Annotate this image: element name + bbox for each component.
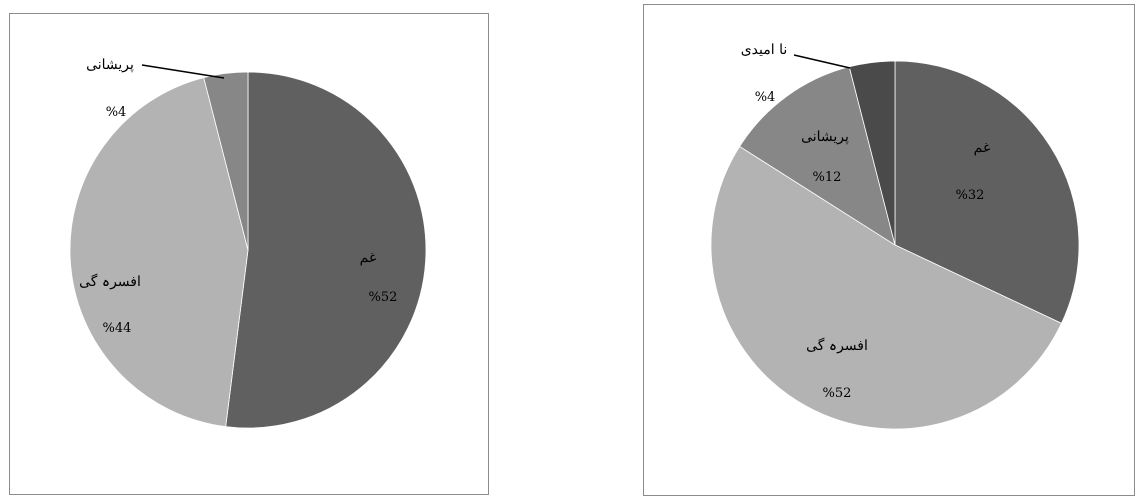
pie-slice-0-1 [69, 77, 249, 428]
slice-label-0-0: غم [360, 250, 377, 266]
slice-value-label-1-2: %12 [813, 170, 842, 185]
pie-chart-right-svg: غم %32 افسرہ گی %52 پریشانی %12 نا امیدی %4 [710, 42, 1080, 430]
slice-label-1-2: پریشانی [801, 129, 849, 145]
pie-slice-1-3 [848, 60, 896, 246]
leader-line-0-2 [141, 64, 225, 79]
slice-value-label-1-3: %4 [755, 90, 776, 105]
leader-line-1-3 [793, 54, 851, 69]
pie-slice-0-0 [225, 71, 427, 429]
slice-value-label-1-1: %52 [823, 386, 852, 401]
pie-slice-1-2 [739, 66, 896, 246]
pie-slice-1-0 [894, 60, 1080, 324]
slice-label-1-0: غم [974, 140, 991, 156]
slice-value-label-0-2: %4 [106, 105, 127, 120]
slice-label-1-1: افسرہ گی [806, 337, 868, 354]
pie-chart-left: غم %52 افسرہ گی %44 پریشانی %4 [9, 13, 489, 495]
pie-slice-1-1 [710, 145, 1063, 430]
slice-value-label-0-1: %44 [103, 321, 132, 336]
pie-chart-left-svg: غم %52 افسرہ گی %44 پریشانی %4 [69, 57, 427, 429]
slice-value-label-0-0: %52 [369, 290, 398, 305]
pie-slice-0-2 [203, 71, 249, 251]
slice-label-1-3: نا امیدی [741, 42, 788, 58]
pie-chart-right: غم %32 افسرہ گی %52 پریشانی %12 نا امیدی %4 [643, 4, 1135, 496]
slice-label-0-1: افسرہ گی [79, 273, 141, 290]
slice-label-0-2: پریشانی [86, 57, 134, 73]
slice-value-label-1-0: %32 [956, 188, 985, 203]
